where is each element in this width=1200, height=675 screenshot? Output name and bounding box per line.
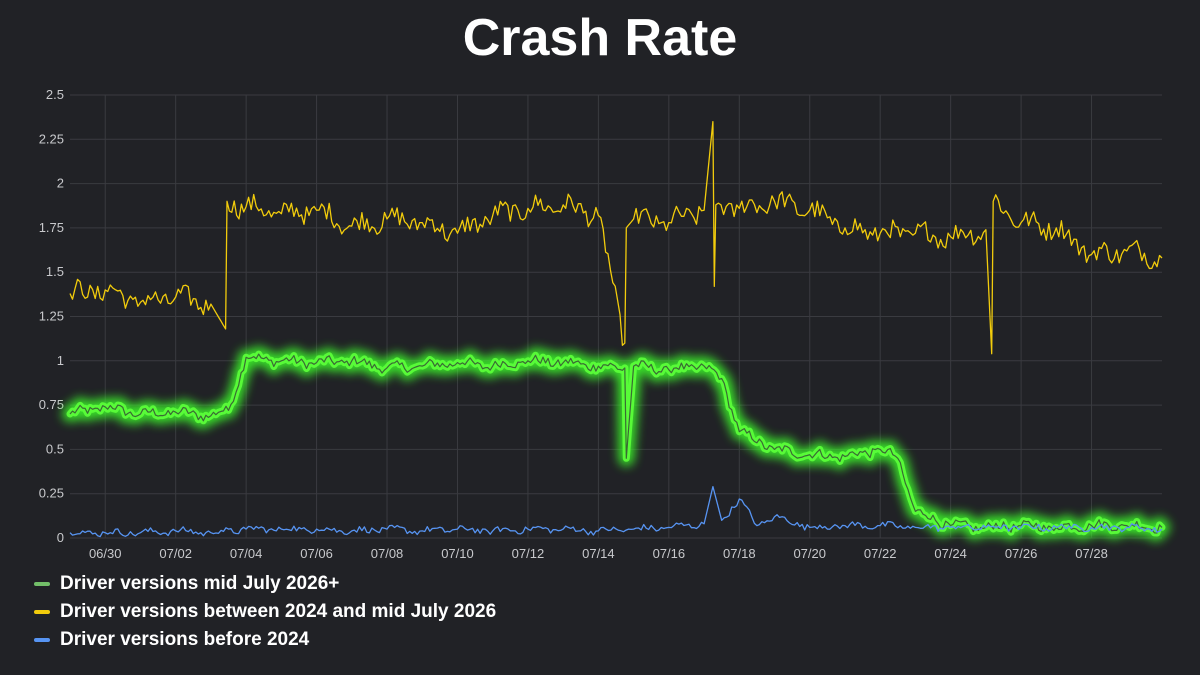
x-tick-label: 07/08 xyxy=(371,546,404,561)
x-tick-label: 07/20 xyxy=(793,546,826,561)
y-tick-label: 1.75 xyxy=(39,220,64,235)
series-line-2024-to-mid-july-2026 xyxy=(69,120,1163,355)
legend: Driver versions mid July 2026+ Driver ve… xyxy=(34,570,496,654)
y-tick-label: 2.5 xyxy=(46,87,64,102)
series-glow xyxy=(62,346,1170,541)
x-axis-ticks: 06/30 07/02 07/04 07/06 07/08 07/10 07/12 07/14… xyxy=(89,546,1108,561)
legend-swatch-blue xyxy=(34,638,50,642)
x-tick-label: 07/22 xyxy=(864,546,897,561)
series-line-before-2024 xyxy=(69,485,1163,538)
y-tick-label: 1.5 xyxy=(46,264,64,279)
y-tick-label: 0 xyxy=(57,530,64,545)
x-tick-label: 07/28 xyxy=(1075,546,1108,561)
x-tick-label: 07/04 xyxy=(230,546,263,561)
legend-item-mid-july-2026[interactable]: Driver versions mid July 2026+ xyxy=(34,570,496,598)
grid xyxy=(70,94,1162,539)
y-tick-label: 1 xyxy=(57,353,64,368)
page-title: Crash Rate xyxy=(462,9,738,67)
legend-label: Driver versions before 2024 xyxy=(60,629,310,650)
series-lines xyxy=(62,120,1170,541)
y-tick-label: 0.5 xyxy=(46,441,64,456)
x-tick-label: 07/02 xyxy=(159,546,192,561)
legend-label: Driver versions between 2024 and mid Jul… xyxy=(60,601,497,622)
legend-swatch-green xyxy=(34,582,50,586)
y-tick-label: 2.25 xyxy=(39,131,64,146)
y-axis-ticks: 0 0.25 0.5 0.75 1 1.25 1.5 1.75 2 2.25 2.5 xyxy=(39,87,64,545)
crash-rate-chart: 0 0.25 0.5 0.75 1 1.25 1.5 1.75 2 2.25 2.5 06/30 07… xyxy=(39,87,1170,561)
x-tick-label: 06/30 xyxy=(89,546,122,561)
y-tick-label: 0.25 xyxy=(39,486,64,501)
y-tick-label: 1.25 xyxy=(39,309,64,324)
legend-item-before-2024[interactable]: Driver versions before 2024 xyxy=(34,626,496,654)
x-tick-label: 07/06 xyxy=(300,546,333,561)
legend-label: Driver versions mid July 2026+ xyxy=(60,573,340,594)
legend-swatch-yellow xyxy=(34,610,50,614)
x-tick-label: 07/26 xyxy=(1005,546,1038,561)
x-tick-label: 07/18 xyxy=(723,546,756,561)
x-tick-label: 07/10 xyxy=(441,546,474,561)
legend-item-2024-to-mid-july-2026[interactable]: Driver versions between 2024 and mid Jul… xyxy=(34,598,496,626)
y-tick-label: 0.75 xyxy=(39,397,64,412)
x-tick-label: 07/16 xyxy=(653,546,686,561)
x-tick-label: 07/12 xyxy=(512,546,545,561)
x-tick-label: 07/24 xyxy=(934,546,967,561)
y-tick-label: 2 xyxy=(57,176,64,191)
x-tick-label: 07/14 xyxy=(582,546,615,561)
